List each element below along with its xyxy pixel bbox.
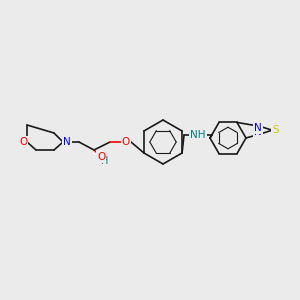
Text: O: O bbox=[19, 137, 27, 147]
Text: N: N bbox=[254, 127, 262, 137]
Text: O: O bbox=[122, 137, 130, 147]
Text: N: N bbox=[254, 123, 262, 134]
Text: N: N bbox=[63, 137, 71, 147]
Text: H: H bbox=[101, 156, 109, 166]
Text: S: S bbox=[272, 125, 278, 135]
Text: NH: NH bbox=[190, 130, 206, 140]
Text: O: O bbox=[97, 152, 105, 162]
